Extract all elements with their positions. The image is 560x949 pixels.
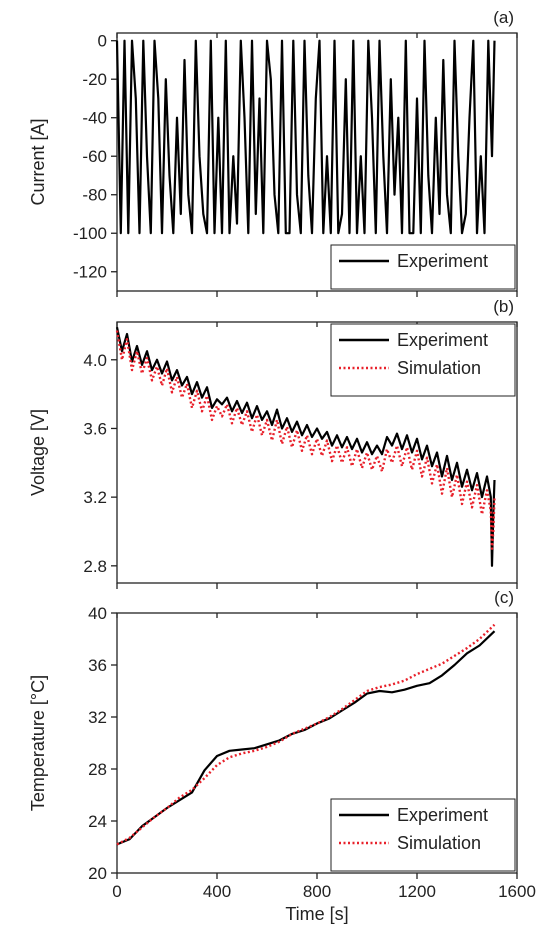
legend-box — [330, 798, 516, 872]
legend-label: Simulation — [397, 833, 481, 853]
series-line-simulation — [116, 623, 496, 846]
x-axis-title: Time [s] — [285, 904, 348, 924]
y-tick-label: -60 — [82, 147, 107, 166]
legend-label: Simulation — [397, 358, 481, 378]
series-line-experiment — [115, 39, 496, 235]
x-tick-label: 1200 — [398, 882, 436, 901]
panel-label: (a) — [493, 8, 514, 27]
y-tick-label: -20 — [82, 70, 107, 89]
y-tick-label: -120 — [73, 263, 107, 282]
series-line-simulation — [115, 330, 496, 550]
x-tick-label: 1600 — [498, 882, 536, 901]
y-tick-label: 3.6 — [83, 419, 107, 438]
x-tick-label: 0 — [112, 882, 121, 901]
y-tick-label: 0 — [98, 32, 107, 51]
series-line-experiment — [115, 326, 496, 567]
y-tick-label: 32 — [88, 708, 107, 727]
legend-box — [330, 244, 516, 290]
y-tick-label: 24 — [88, 812, 107, 831]
y-tick-label: -80 — [82, 186, 107, 205]
y-tick-label: 36 — [88, 656, 107, 675]
series-line-experiment — [116, 630, 496, 846]
y-tick-label: 3.2 — [83, 488, 107, 507]
panel-label: (b) — [493, 297, 514, 316]
y-tick-label: 2.8 — [83, 557, 107, 576]
x-tick-label: 400 — [203, 882, 231, 901]
legend-box — [330, 323, 516, 397]
y-axis-title: Temperature [°C] — [28, 675, 48, 811]
y-axis-title: Voltage [V] — [28, 409, 48, 496]
y-tick-label: 40 — [88, 604, 107, 623]
y-tick-label: -40 — [82, 109, 107, 128]
y-tick-label: 4.0 — [83, 351, 107, 370]
legend-label: Experiment — [397, 805, 488, 825]
y-tick-label: 20 — [88, 864, 107, 883]
legend-label: Experiment — [397, 251, 488, 271]
panel-label: (c) — [494, 588, 514, 607]
legend-label: Experiment — [397, 330, 488, 350]
y-tick-label: 28 — [88, 760, 107, 779]
y-axis-title: Current [A] — [28, 118, 48, 205]
y-tick-label: -100 — [73, 224, 107, 243]
x-tick-label: 800 — [303, 882, 331, 901]
